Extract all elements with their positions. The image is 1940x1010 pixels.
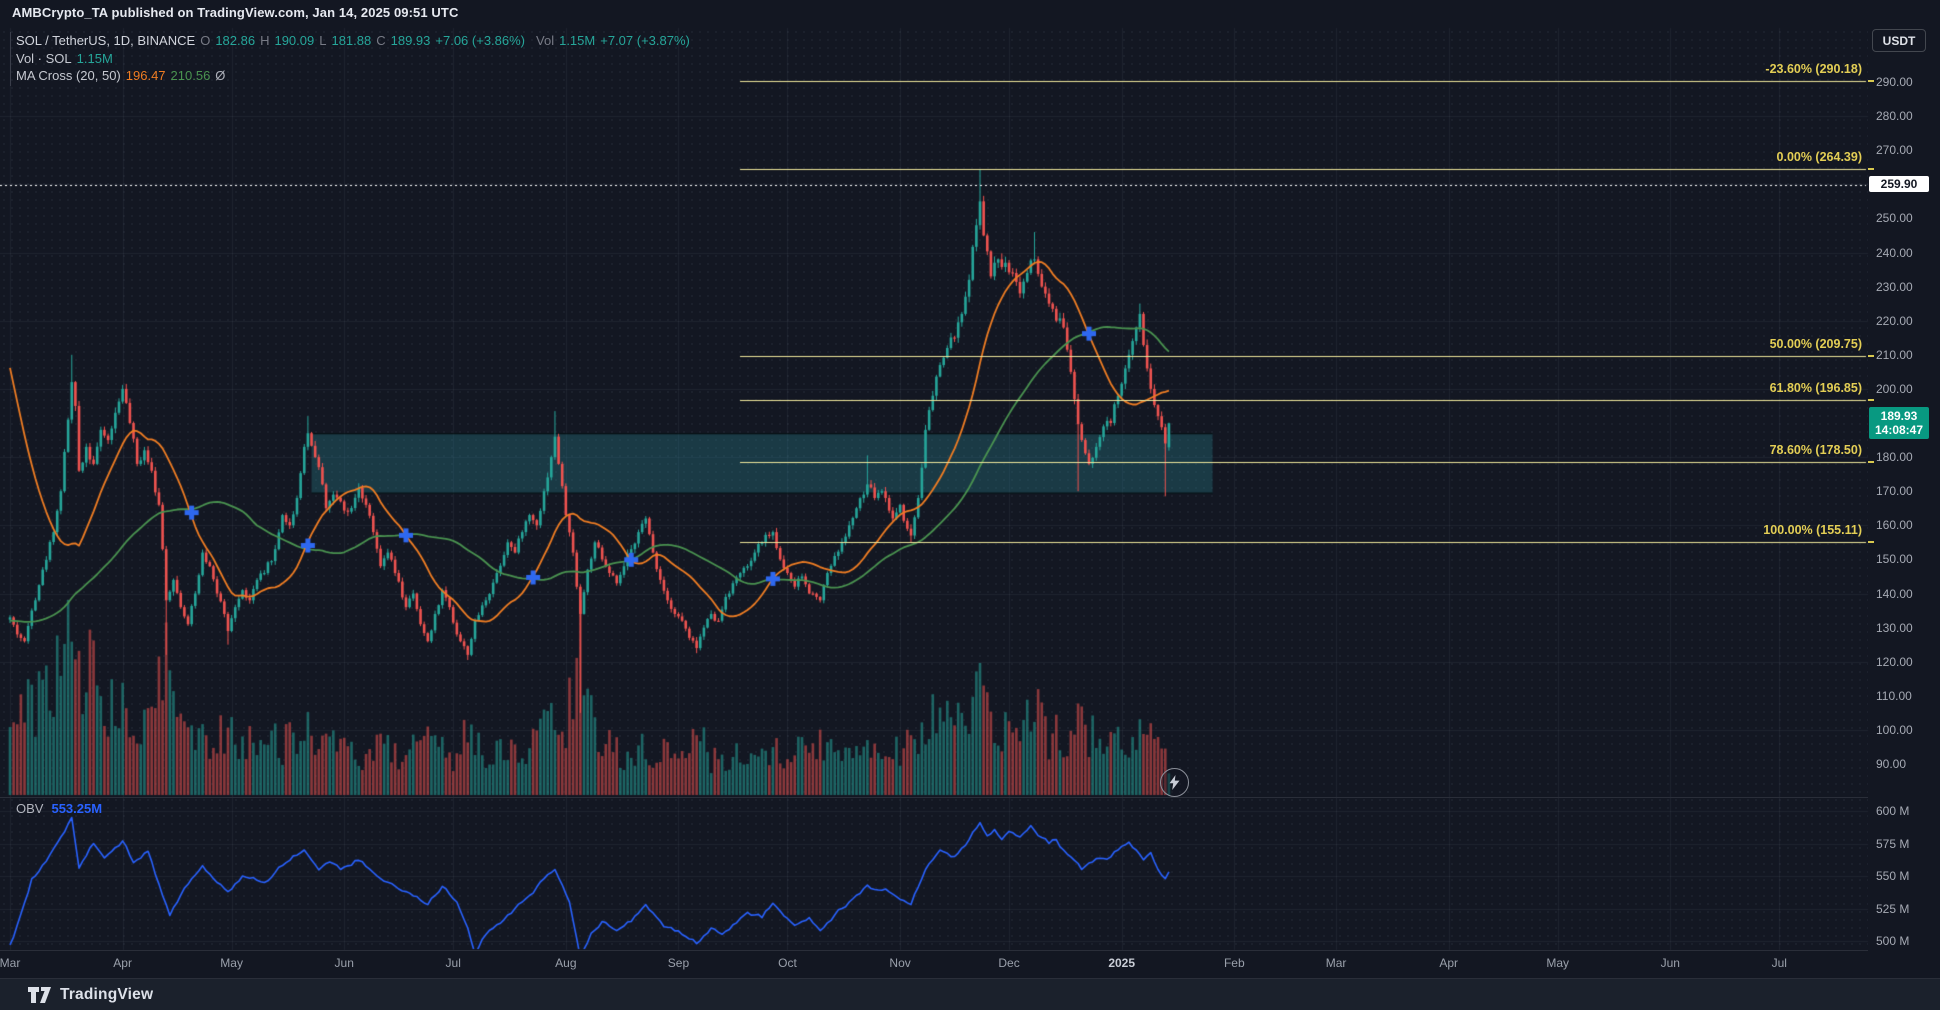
ma-cross-suffix: Ø <box>215 68 226 83</box>
obv-axis-tick: 600 M <box>1876 804 1910 818</box>
vol-value: 1.15M <box>559 33 596 48</box>
fib-level-label[interactable]: 100.00% (155.11) <box>1763 522 1862 537</box>
time-axis-label: Jul <box>1771 956 1787 970</box>
price-axis-tick: 240.00 <box>1876 245 1913 260</box>
obv-axis-tick: 575 M <box>1876 836 1910 851</box>
price-axis-tick: 210.00 <box>1876 347 1913 362</box>
fib-level-label[interactable]: 0.00% (264.39) <box>1776 150 1862 165</box>
price-axis-tick: 120.00 <box>1876 654 1913 669</box>
fib-axis-tick <box>1868 168 1874 171</box>
time-axis-label: May <box>220 956 243 970</box>
fib-axis-tick <box>1868 461 1874 464</box>
currency-unit-button[interactable]: USDT <box>1872 29 1926 52</box>
price-axis-tick: 230.00 <box>1876 279 1913 294</box>
fib-axis-tick <box>1868 540 1874 543</box>
high-value: 190.09 <box>274 33 315 48</box>
symbol-title[interactable]: SOL / TetherUS, 1D, BINANCE <box>16 33 196 48</box>
symbol-legend-row[interactable]: SOL / TetherUS, 1D, BINANCE O 182.86 H 1… <box>16 33 690 48</box>
price-axis-tick: 280.00 <box>1876 109 1913 124</box>
bar-countdown: 14:08:47 <box>1874 423 1924 438</box>
obv-indicator-value: 553.25M <box>51 801 103 816</box>
price-axis-tick: 270.00 <box>1876 143 1913 158</box>
price-axis-border <box>1868 28 1869 978</box>
price-axis-tick: 250.00 <box>1876 211 1913 226</box>
time-axis-label: Aug <box>555 956 577 970</box>
price-line-tag[interactable]: 259.90 <box>1869 175 1929 192</box>
bottom-toolbar: TradingView <box>0 978 1940 1010</box>
price-axis-tick: 290.00 <box>1876 75 1913 89</box>
volume-legend-row[interactable]: Vol · SOL 1.15M <box>16 51 113 66</box>
ma-cross-legend-row[interactable]: MA Cross (20, 50) 196.47 210.56 Ø <box>16 68 225 83</box>
low-label: L <box>319 33 327 48</box>
obv-indicator-label[interactable]: OBV <box>16 801 44 816</box>
tradingview-logo-icon[interactable] <box>28 986 52 1003</box>
last-price-value: 189.93 <box>1880 409 1918 424</box>
time-axis-label: Mar <box>1325 956 1347 970</box>
fib-axis-tick <box>1868 354 1874 357</box>
legend-accent-line <box>10 32 11 86</box>
ma-slow-value: 210.56 <box>170 68 211 83</box>
time-axis-label: Sep <box>667 956 690 970</box>
price-axis-tick: 150.00 <box>1876 552 1913 567</box>
high-label: H <box>260 33 270 48</box>
price-axis-tick: 110.00 <box>1876 688 1912 703</box>
time-axis-label: Feb <box>1223 956 1245 970</box>
lightning-icon <box>1169 775 1180 790</box>
pane-separator-obv-time[interactable] <box>0 950 1868 951</box>
close-label: C <box>376 33 386 48</box>
price-axis-tick: 160.00 <box>1876 518 1913 533</box>
time-axis-label: Oct <box>778 956 797 970</box>
price-axis-tick: 130.00 <box>1876 620 1913 635</box>
close-value: 189.93 <box>390 33 431 48</box>
fib-axis-tick <box>1868 398 1874 401</box>
fib-axis-tick <box>1868 80 1874 83</box>
obv-axis-tick: 525 M <box>1876 901 1910 916</box>
price-axis-tick: 180.00 <box>1876 450 1913 465</box>
fib-level-label[interactable]: 61.80% (196.85) <box>1769 380 1862 395</box>
price-axis-tick: 170.00 <box>1876 484 1913 499</box>
low-value: 181.88 <box>331 33 372 48</box>
published-header: AMBCrypto_TA published on TradingView.co… <box>12 5 459 20</box>
vol-change-value: +7.07 (+3.87%) <box>600 33 690 48</box>
time-axis-label: Nov <box>889 956 911 970</box>
time-axis-label: 2025 <box>1108 956 1136 970</box>
price-axis-tick: 140.00 <box>1876 586 1913 601</box>
fib-level-label[interactable]: 50.00% (209.75) <box>1769 336 1862 351</box>
time-axis-label: Apr <box>113 956 132 970</box>
time-axis-label: Jun <box>1660 956 1680 970</box>
time-axis-label: Jun <box>334 956 354 970</box>
time-axis-label: Jul <box>445 956 461 970</box>
volume-indicator-value: 1.15M <box>76 51 113 66</box>
obv-legend-row[interactable]: OBV 553.25M <box>16 801 102 816</box>
pane-separator-price-obv[interactable] <box>0 797 1868 798</box>
quick-trade-button[interactable] <box>1160 768 1189 797</box>
price-axis-tick: 90.00 <box>1876 757 1907 771</box>
time-axis-label: May <box>1546 956 1569 970</box>
time-axis-label: Apr <box>1439 956 1458 970</box>
time-axis-label: Dec <box>998 956 1020 970</box>
open-value: 182.86 <box>215 33 256 48</box>
ma-fast-value: 196.47 <box>125 68 166 83</box>
obv-axis-tick: 550 M <box>1876 869 1910 883</box>
open-label: O <box>200 33 211 48</box>
ma-cross-label[interactable]: MA Cross (20, 50) <box>16 68 121 83</box>
last-price-tag[interactable]: 189.93 14:08:47 <box>1869 407 1929 440</box>
vol-label: Vol <box>536 33 555 48</box>
volume-indicator-label[interactable]: Vol · SOL <box>16 51 72 66</box>
price-axis-tick: 100.00 <box>1876 722 1913 737</box>
change-value: +7.06 (+3.86%) <box>435 33 526 48</box>
time-axis-label: Mar <box>0 956 21 970</box>
fib-level-label[interactable]: 78.60% (178.50) <box>1769 443 1862 458</box>
price-axis-tick: 200.00 <box>1876 381 1913 396</box>
tradingview-brand-text[interactable]: TradingView <box>60 985 154 1003</box>
obv-axis-tick: 500 M <box>1876 934 1910 948</box>
price-axis-tick: 220.00 <box>1876 313 1913 328</box>
fib-level-label[interactable]: -23.60% (290.18) <box>1765 62 1862 77</box>
